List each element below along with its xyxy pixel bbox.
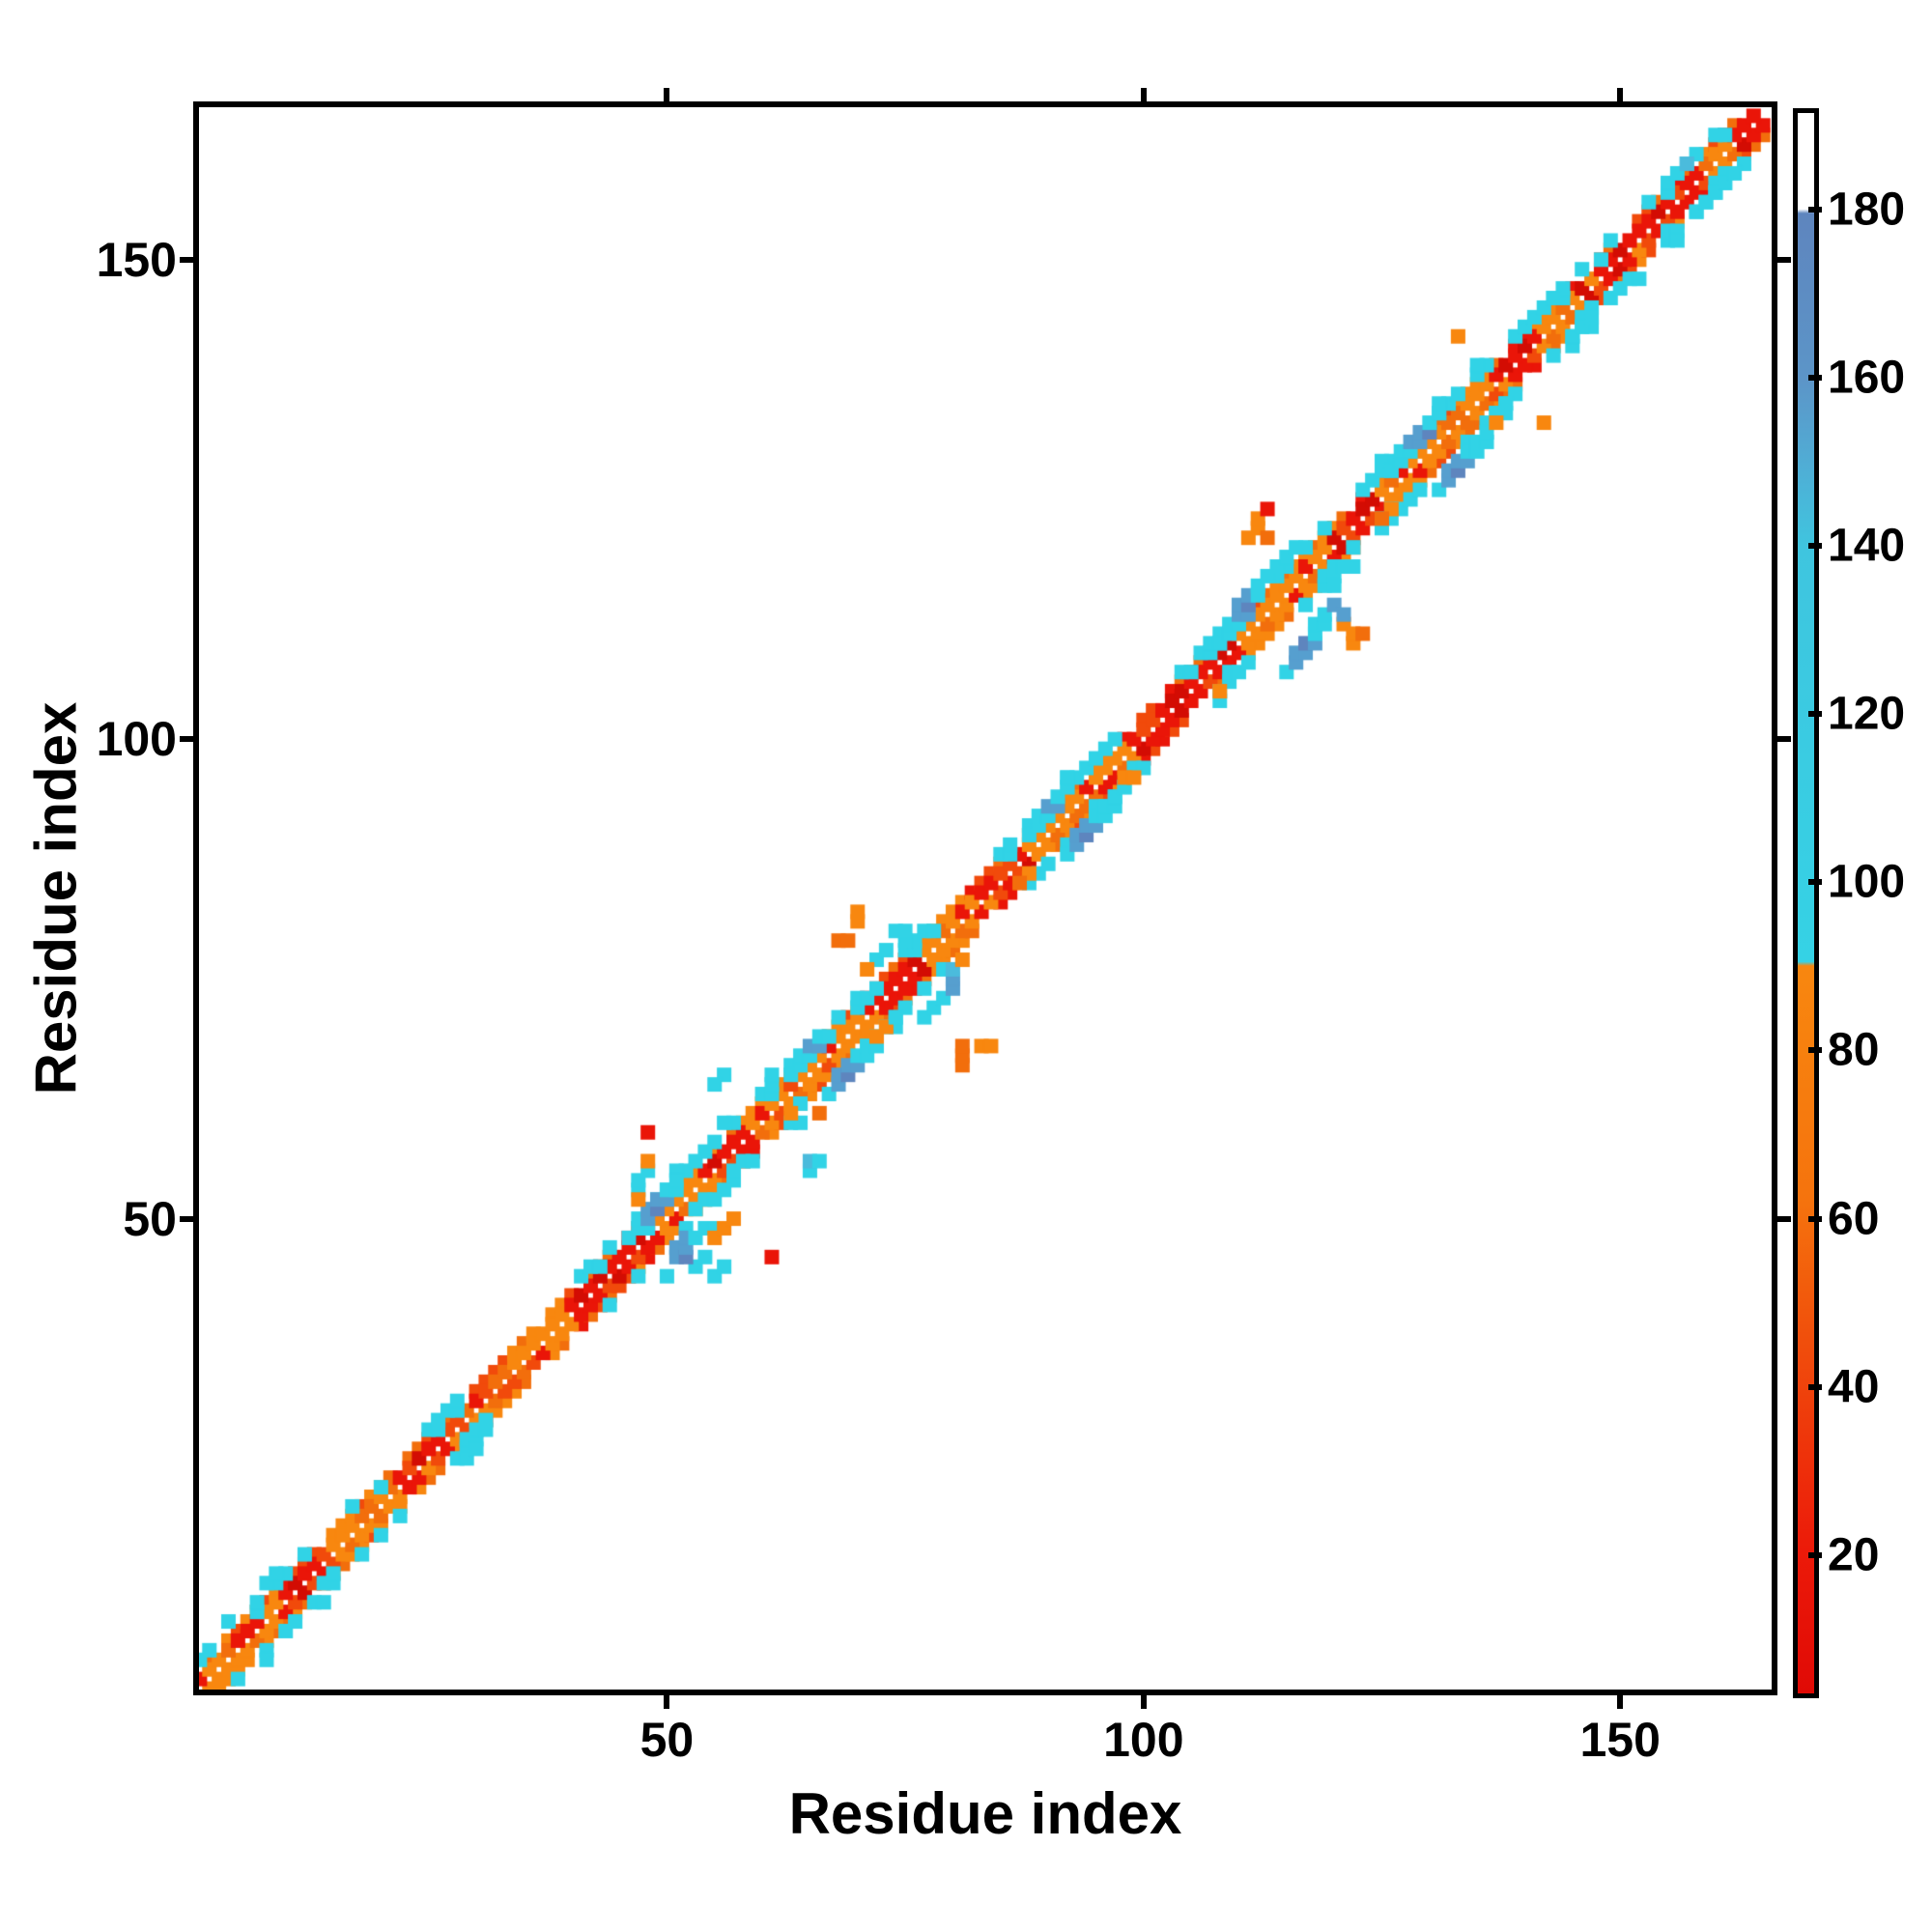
colorbar-tick-label: 100 [1828,856,1906,908]
axis-tick [664,88,670,101]
axis-tick [1777,1215,1791,1222]
axis-tick [1777,736,1791,743]
y-tick-label: 50 [123,1191,177,1246]
colorbar-tick [1808,1383,1822,1390]
colorbar-tick-label: 120 [1828,688,1906,740]
colorbar-tick [1808,1215,1822,1222]
x-tick-label: 50 [639,1713,695,1767]
colorbar-tick [1808,711,1822,718]
colorbar-tick-label: 80 [1828,1024,1880,1076]
colorbar-tick [1808,1047,1822,1054]
axis-tick [180,1215,193,1222]
axis-tick [180,736,193,743]
contact-map-canvas [193,101,1777,1695]
y-tick-label: 150 [96,232,177,287]
axis-tick [1617,88,1624,101]
colorbar-tick-label: 160 [1828,352,1906,404]
axis-tick [1617,1695,1624,1709]
colorbar-tick [1808,879,1822,886]
colorbar-tick-label: 40 [1828,1361,1880,1413]
plot-frame [193,101,1777,1695]
colorbar-tick [1808,1551,1822,1558]
colorbar-tick [1808,206,1822,213]
axis-tick [664,1695,670,1709]
colorbar-tick-label: 60 [1828,1193,1880,1245]
axis-tick [180,256,193,263]
colorbar-tick [1808,374,1822,381]
colorbar [1793,108,1819,1698]
x-tick-label: 100 [1103,1713,1184,1767]
axis-tick [1140,1695,1147,1709]
y-tick-label: 100 [96,712,177,767]
colorbar-tick-label: 180 [1828,184,1906,235]
y-axis-title: Residue index [23,701,89,1095]
colorbar-tick [1808,542,1822,549]
colorbar-tick-label: 140 [1828,520,1906,572]
x-tick-label: 150 [1579,1713,1661,1767]
x-axis-title: Residue index [788,1781,1182,1846]
axis-tick [1777,256,1791,263]
colorbar-tick-label: 20 [1828,1529,1880,1581]
axis-tick [1140,88,1147,101]
